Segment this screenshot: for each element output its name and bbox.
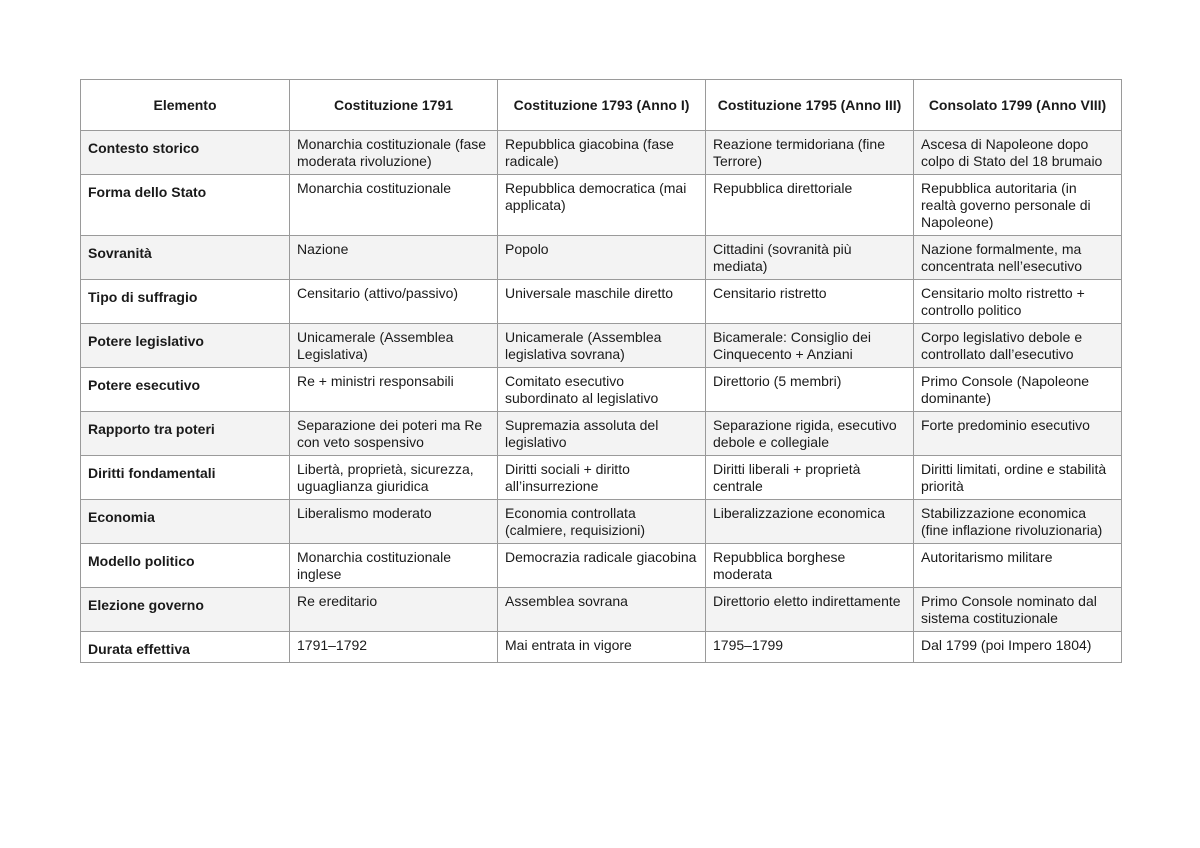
row-label: Diritti fondamentali <box>80 455 290 500</box>
cell-1795: Direttorio (5 membri) <box>705 367 914 412</box>
header-row: Elemento Costituzione 1791 Costituzione … <box>80 79 1122 131</box>
cell-1795: Cittadini (sovranità più mediata) <box>705 235 914 280</box>
cell-1799: Primo Console (Napoleone dominante) <box>913 367 1122 412</box>
cell-1793: Diritti sociali + diritto all’insurrezio… <box>497 455 706 500</box>
table-row: Diritti fondamentali Libertà, proprietà, … <box>80 455 1122 500</box>
cell-1799: Primo Console nominato dal sistema costi… <box>913 587 1122 632</box>
table-row: Potere esecutivo Re + ministri responsabi… <box>80 367 1122 412</box>
cell-1793: Assemblea sovrana <box>497 587 706 632</box>
header-cell-1791: Costituzione 1791 <box>289 79 498 131</box>
cell-1791: Nazione <box>289 235 498 280</box>
row-label: Rapporto tra poteri <box>80 411 290 456</box>
cell-1791: Liberalismo moderato <box>289 499 498 544</box>
cell-1795: Reazione termidoriana (fine Terrore) <box>705 130 914 175</box>
row-label: Potere legislativo <box>80 323 290 368</box>
table-row: Tipo di suffragio Censitario (attivo/pass… <box>80 279 1122 324</box>
row-label: Contesto storico <box>80 130 290 175</box>
table-row: Elezione governo Re ereditario Assemblea s… <box>80 587 1122 632</box>
cell-1793: Unicamerale (Assemblea legislativa sovra… <box>497 323 706 368</box>
cell-1793: Popolo <box>497 235 706 280</box>
table-row: Economia Liberalismo moderato Economia con… <box>80 499 1122 544</box>
cell-1795: Separazione rigida, esecutivo debole e c… <box>705 411 914 456</box>
cell-1799: Repubblica autoritaria (in realtà govern… <box>913 174 1122 236</box>
row-label: Sovranità <box>80 235 290 280</box>
cell-1791: Libertà, proprietà, sicurezza, uguaglian… <box>289 455 498 500</box>
header-cell-elemento: Elemento <box>80 79 290 131</box>
cell-1799: Diritti limitati, ordine e stabilità pri… <box>913 455 1122 500</box>
cell-1795: Diritti liberali + proprietà centrale <box>705 455 914 500</box>
header-cell-1793: Costituzione 1793 (Anno I) <box>497 79 706 131</box>
cell-1791: Monarchia costituzionale (fase moderata … <box>289 130 498 175</box>
cell-1795: Direttorio eletto indirettamente <box>705 587 914 632</box>
cell-1795: Repubblica borghese moderata <box>705 543 914 588</box>
table-row: Potere legislativo Unicamerale (Assemblea… <box>80 323 1122 368</box>
row-label: Economia <box>80 499 290 544</box>
table-row: Contesto storico Monarchia costituzionale… <box>80 130 1122 175</box>
cell-1799: Corpo legislativo debole e controllato d… <box>913 323 1122 368</box>
cell-1795: 1795–1799 <box>705 631 914 663</box>
cell-1791: Unicamerale (Assemblea Legislativa) <box>289 323 498 368</box>
cell-1791: Separazione dei poteri ma Re con veto so… <box>289 411 498 456</box>
cell-1799: Nazione formalmente, ma concentrata nell… <box>913 235 1122 280</box>
cell-1795: Repubblica direttoriale <box>705 174 914 236</box>
row-label: Elezione governo <box>80 587 290 632</box>
row-label: Potere esecutivo <box>80 367 290 412</box>
table-row: Forma dello Stato Monarchia costituzional… <box>80 174 1122 236</box>
table-body: Contesto storico Monarchia costituzionale… <box>80 130 1122 663</box>
cell-1791: Monarchia costituzionale inglese <box>289 543 498 588</box>
table-row: Sovranità Nazione Popolo Cittadini (sovrani… <box>80 235 1122 280</box>
cell-1795: Bicamerale: Consiglio dei Cinquecento + … <box>705 323 914 368</box>
cell-1793: Repubblica giacobina (fase radicale) <box>497 130 706 175</box>
table-row: Rapporto tra poteri Separazione dei poter… <box>80 411 1122 456</box>
cell-1799: Ascesa di Napoleone dopo colpo di Stato … <box>913 130 1122 175</box>
cell-1791: 1791–1792 <box>289 631 498 663</box>
cell-1793: Mai entrata in vigore <box>497 631 706 663</box>
cell-1799: Autoritarismo militare <box>913 543 1122 588</box>
cell-1791: Monarchia costituzionale <box>289 174 498 236</box>
cell-1795: Liberalizzazione economica <box>705 499 914 544</box>
cell-1791: Re + ministri responsabili <box>289 367 498 412</box>
cell-1799: Stabilizzazione economica (fine inflazio… <box>913 499 1122 544</box>
row-label: Tipo di suffragio <box>80 279 290 324</box>
row-label: Forma dello Stato <box>80 174 290 236</box>
cell-1791: Censitario (attivo/passivo) <box>289 279 498 324</box>
header-cell-1799: Consolato 1799 (Anno VIII) <box>913 79 1122 131</box>
cell-1795: Censitario ristretto <box>705 279 914 324</box>
cell-1793: Supremazia assoluta del legislativo <box>497 411 706 456</box>
cell-1799: Forte predominio esecutivo <box>913 411 1122 456</box>
cell-1793: Democrazia radicale giacobina <box>497 543 706 588</box>
table-row: Modello politico Monarchia costituzionale… <box>80 543 1122 588</box>
comparison-table: Elemento Costituzione 1791 Costituzione … <box>80 79 1122 663</box>
row-label: Durata effettiva <box>80 631 290 663</box>
cell-1791: Re ereditario <box>289 587 498 632</box>
cell-1793: Economia controllata (calmiere, requisiz… <box>497 499 706 544</box>
row-label: Modello politico <box>80 543 290 588</box>
cell-1799: Censitario molto ristretto + controllo p… <box>913 279 1122 324</box>
cell-1793: Comitato esecutivo subordinato al legisl… <box>497 367 706 412</box>
cell-1793: Universale maschile diretto <box>497 279 706 324</box>
table-row: Durata effettiva 1791–1792 Mai entrata in … <box>80 631 1122 663</box>
cell-1793: Repubblica democratica (mai applicata) <box>497 174 706 236</box>
header-cell-1795: Costituzione 1795 (Anno III) <box>705 79 914 131</box>
cell-1799: Dal 1799 (poi Impero 1804) <box>913 631 1122 663</box>
